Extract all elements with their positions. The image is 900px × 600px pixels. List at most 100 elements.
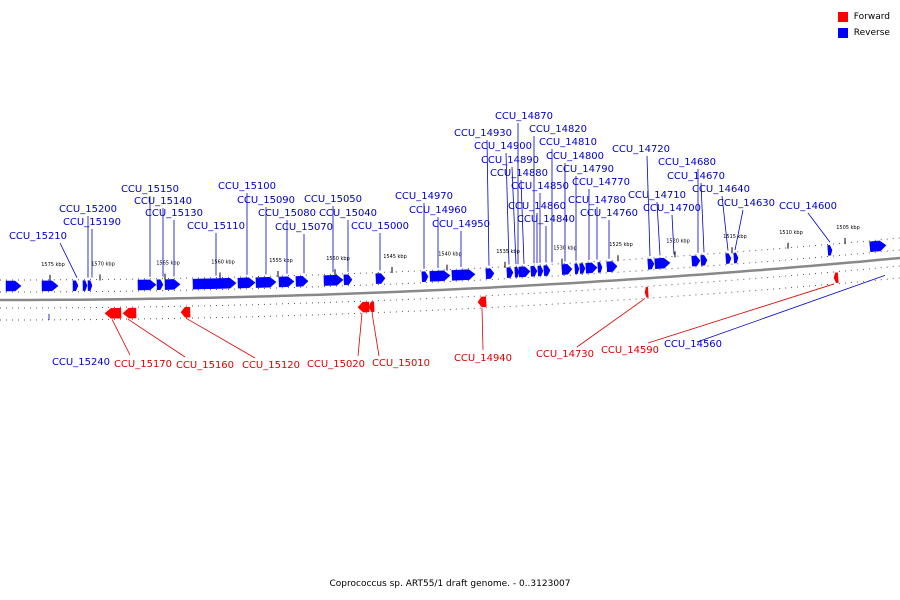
gene-label: CCU_14640 (692, 184, 750, 195)
reverse-gene-arrow (827, 245, 833, 256)
forward-gene-arrow (368, 301, 375, 313)
reverse-gene-arrow (429, 270, 451, 282)
gene-label: CCU_15100 (218, 181, 276, 192)
reverse-gene-arrow (691, 255, 701, 267)
reverse-gene-arrow (518, 266, 531, 278)
legend-reverse: Reverse (837, 25, 890, 41)
gene-label: CCU_15110 (187, 221, 245, 232)
gene-label: CCU_15240 (52, 357, 110, 368)
reverse-gene-arrow (255, 276, 277, 288)
reverse-swatch (837, 28, 848, 38)
gene-label: CCU_14870 (495, 111, 553, 122)
reverse-gene-arrow (295, 276, 309, 287)
legend-forward: Forward (837, 9, 890, 25)
gene-label: CCU_14600 (779, 201, 837, 212)
track-reverse-upper (0, 237, 900, 281)
kbp-tick-label: 1555 kbp (269, 258, 293, 264)
legend-reverse-label: Reverse (853, 28, 890, 38)
reverse-gene-arrow (156, 279, 164, 290)
forward-gene-arrow (104, 307, 122, 319)
kbp-tick-label: 1510 kbp (779, 230, 803, 236)
gene-leader-line (481, 307, 484, 351)
forward-gene-arrow (644, 286, 649, 298)
gene-features (5, 240, 887, 319)
reverse-gene-arrow (574, 263, 580, 275)
gene-leader-line (807, 212, 831, 243)
forward-gene-arrow (122, 307, 137, 319)
gene-label: CCU_14930 (454, 128, 512, 139)
gene-label: CCU_15130 (145, 208, 203, 219)
reverse-gene-arrow (647, 258, 655, 270)
reverse-gene-arrow (579, 263, 586, 274)
forward-gene-arrow (833, 272, 839, 284)
reverse-gene-arrow (237, 277, 256, 289)
gene-label: CCU_14710 (628, 190, 686, 201)
kbp-tick-label: 1550 kbp (326, 256, 350, 262)
legend-forward-label: Forward (853, 12, 890, 22)
reverse-gene-arrow (725, 253, 732, 264)
gene-label: CCU_14560 (664, 339, 722, 350)
reverse-gene-arrow (506, 267, 514, 278)
gene-leader-line (486, 139, 490, 266)
reverse-gene-arrow (41, 280, 59, 292)
gene-label: CCU_15000 (351, 221, 409, 232)
reverse-gene-arrow (485, 268, 495, 280)
gene-leader-line (59, 242, 78, 278)
kbp-tick-label: 1520 kbp (666, 238, 690, 244)
gene-leader-line (576, 298, 646, 348)
kbp-tick-label: 1560 kbp (211, 259, 235, 265)
gene-label: CCU_14760 (580, 208, 638, 219)
gene-leader-line (505, 152, 510, 265)
gene-label: CCU_14850 (511, 181, 569, 192)
gene-label: CCU_14810 (539, 137, 597, 148)
gene-leader-line (721, 195, 729, 251)
reverse-gene-arrow (654, 257, 671, 270)
reverse-gene-arrow (606, 261, 618, 273)
reverse-gene-arrow (543, 265, 551, 276)
gene-labels: CCU_15210CCU_15200CCU_15190CCU_15150CCU_… (9, 111, 837, 371)
forward-gene-arrow (477, 296, 487, 308)
reverse-gene-arrow (72, 280, 79, 291)
forward-swatch (837, 12, 848, 22)
track-reverse-lower (0, 249, 900, 293)
reverse-gene-arrow (278, 276, 295, 288)
gene-label: CCU_15040 (319, 208, 377, 219)
gene-label: CCU_15010 (372, 358, 430, 369)
gene-leader-line (656, 201, 661, 256)
gene-label: CCU_14800 (546, 151, 604, 162)
gene-label: CCU_15160 (176, 360, 234, 371)
gene-leader-line (700, 182, 705, 253)
forward-gene-arrow (357, 301, 370, 313)
gene-leader-line (696, 275, 886, 343)
gene-label: CCU_14780 (568, 195, 626, 206)
reverse-gene-arrow (137, 279, 157, 291)
gene-label: CCU_15070 (275, 222, 333, 233)
reverse-gene-arrow (375, 273, 386, 284)
gene-leader-line (371, 312, 380, 357)
gene-label: CCU_14950 (432, 219, 490, 230)
reverse-gene-arrow (323, 274, 344, 286)
gene-label: CCU_14770 (572, 177, 630, 188)
gene-label: CCU_15090 (237, 195, 295, 206)
reverse-gene-arrow (537, 265, 544, 277)
reverse-gene-arrow (530, 265, 538, 277)
gene-label: CCU_14680 (658, 157, 716, 168)
gene-leader-line (511, 166, 517, 265)
reverse-gene-arrow (514, 266, 520, 278)
reverse-gene-arrow (561, 264, 573, 275)
reverse-gene-arrow (343, 274, 353, 286)
reverse-gene-arrow (733, 252, 739, 264)
gene-label: CCU_14940 (454, 353, 512, 364)
reverse-gene-arrow (192, 278, 237, 290)
kbp-tick-label: 1505 kbp (836, 225, 860, 231)
gene-label: CCU_14840 (517, 214, 575, 225)
forward-gene-arrow (180, 306, 191, 318)
kbp-tick-label: 1575 kbp (41, 262, 65, 268)
gene-label: CCU_15080 (258, 208, 316, 219)
gene-leader-line (734, 209, 744, 251)
gene-label: CCU_14900 (474, 141, 532, 152)
reverse-gene-arrow (82, 280, 88, 291)
gene-label: CCU_14630 (717, 198, 775, 209)
gene-label: CCU_14790 (556, 164, 614, 175)
